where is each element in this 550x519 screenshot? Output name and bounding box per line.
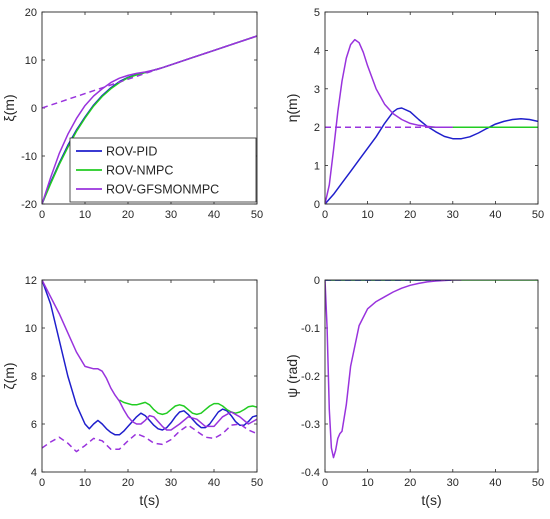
plot-area: [325, 280, 538, 472]
x-tick-label: 20: [122, 209, 134, 221]
y-axis-label: ψ (rad): [284, 354, 300, 397]
series-group: [42, 35, 257, 204]
y-tick-label: 4: [31, 467, 37, 479]
x-tick-label: 10: [79, 477, 91, 489]
y-axis-label: ξ(m): [1, 94, 17, 121]
panel-4: 0 10 20 30 40 50 -0.4 -0.3 -0.2 -0.1 0 ψ (rad) t(s): [284, 275, 544, 508]
x-tick-label: 50: [532, 209, 544, 221]
panel-3: 0 10 20 30 40 50 4 6 8 10 12 ζ(m) t(s): [1, 275, 263, 508]
y-axis-label: ζ(m): [1, 362, 17, 389]
series-group: [42, 280, 257, 453]
x-tick-label: 40: [489, 209, 501, 221]
x-axis-label: t(s): [139, 492, 159, 508]
y-tick-label: 0: [314, 199, 320, 211]
y-tick-label: 8: [31, 371, 37, 383]
y-tick-label: 12: [25, 275, 37, 287]
y-tick-label: -0.1: [301, 323, 320, 335]
legend: ROV-PID ROV-NMPC ROV-GFSMONMPC: [69, 137, 257, 203]
x-tick-label: 10: [79, 209, 91, 221]
y-tick-label: -20: [21, 199, 37, 211]
axes-frame: [41, 11, 258, 205]
x-tick-label: 20: [404, 209, 416, 221]
x-tick-label: 20: [404, 477, 416, 489]
y-tick-label: -0.4: [301, 467, 320, 479]
y-tick-label: 6: [31, 419, 37, 431]
plot-area: [42, 280, 257, 472]
y-tick-label: 3: [314, 84, 320, 96]
series-group: [325, 38, 538, 204]
x-tick-label: 40: [208, 209, 220, 221]
x-tick-label: 30: [447, 477, 459, 489]
axes-frame: [41, 279, 258, 473]
x-tick-label: 40: [489, 477, 501, 489]
legend-label: ROV-PID: [106, 145, 157, 159]
x-tick-label: 30: [447, 209, 459, 221]
series-line-rov-gfsmonmpc: [325, 38, 453, 204]
x-tick-label: 30: [165, 477, 177, 489]
series-group: [325, 280, 538, 459]
x-tick-label: 10: [361, 477, 373, 489]
y-tick-label: 5: [314, 7, 320, 19]
legend-label: ROV-NMPC: [106, 164, 173, 178]
x-tick-label: 10: [361, 209, 373, 221]
legend-label: ROV-GFSMONMPC: [106, 183, 219, 197]
x-tick-label: 0: [322, 477, 328, 489]
y-tick-label: 0: [31, 103, 37, 115]
y-tick-label: -0.2: [301, 371, 320, 383]
reference-line: [42, 35, 257, 109]
x-tick-label: 0: [39, 477, 45, 489]
y-tick-label: 10: [25, 55, 37, 67]
y-tick-label: -10: [21, 151, 37, 163]
x-tick-label: 0: [39, 209, 45, 221]
plot-area: [325, 12, 538, 204]
x-tick-label: 50: [251, 477, 263, 489]
x-tick-label: 20: [122, 477, 134, 489]
series-line-rov-gfsmonmpc: [325, 280, 462, 459]
x-tick-label: 50: [251, 209, 263, 221]
series-line-rov-gfsmonmpc: [42, 280, 257, 431]
panel-2: 0 10 20 30 40 50 0 1 2 3 4 5 η(m): [284, 7, 544, 221]
y-tick-label: 20: [25, 7, 37, 19]
x-tick-label: 40: [208, 477, 220, 489]
y-tick-label: 1: [314, 161, 320, 173]
axes-frame: [324, 279, 539, 473]
x-tick-label: 50: [532, 477, 544, 489]
y-tick-label: -0.3: [301, 419, 320, 431]
axes-frame: [324, 11, 539, 205]
y-tick-label: 10: [25, 323, 37, 335]
series-line-rov-pid: [42, 280, 257, 436]
y-tick-label: 0: [314, 275, 320, 287]
x-tick-label: 30: [165, 209, 177, 221]
y-tick-label: 4: [314, 45, 320, 57]
y-tick-label: 2: [314, 122, 320, 134]
reference-line: [42, 423, 257, 453]
x-tick-label: 0: [322, 209, 328, 221]
x-axis-label: t(s): [421, 492, 441, 508]
y-axis-label: η(m): [284, 94, 300, 123]
